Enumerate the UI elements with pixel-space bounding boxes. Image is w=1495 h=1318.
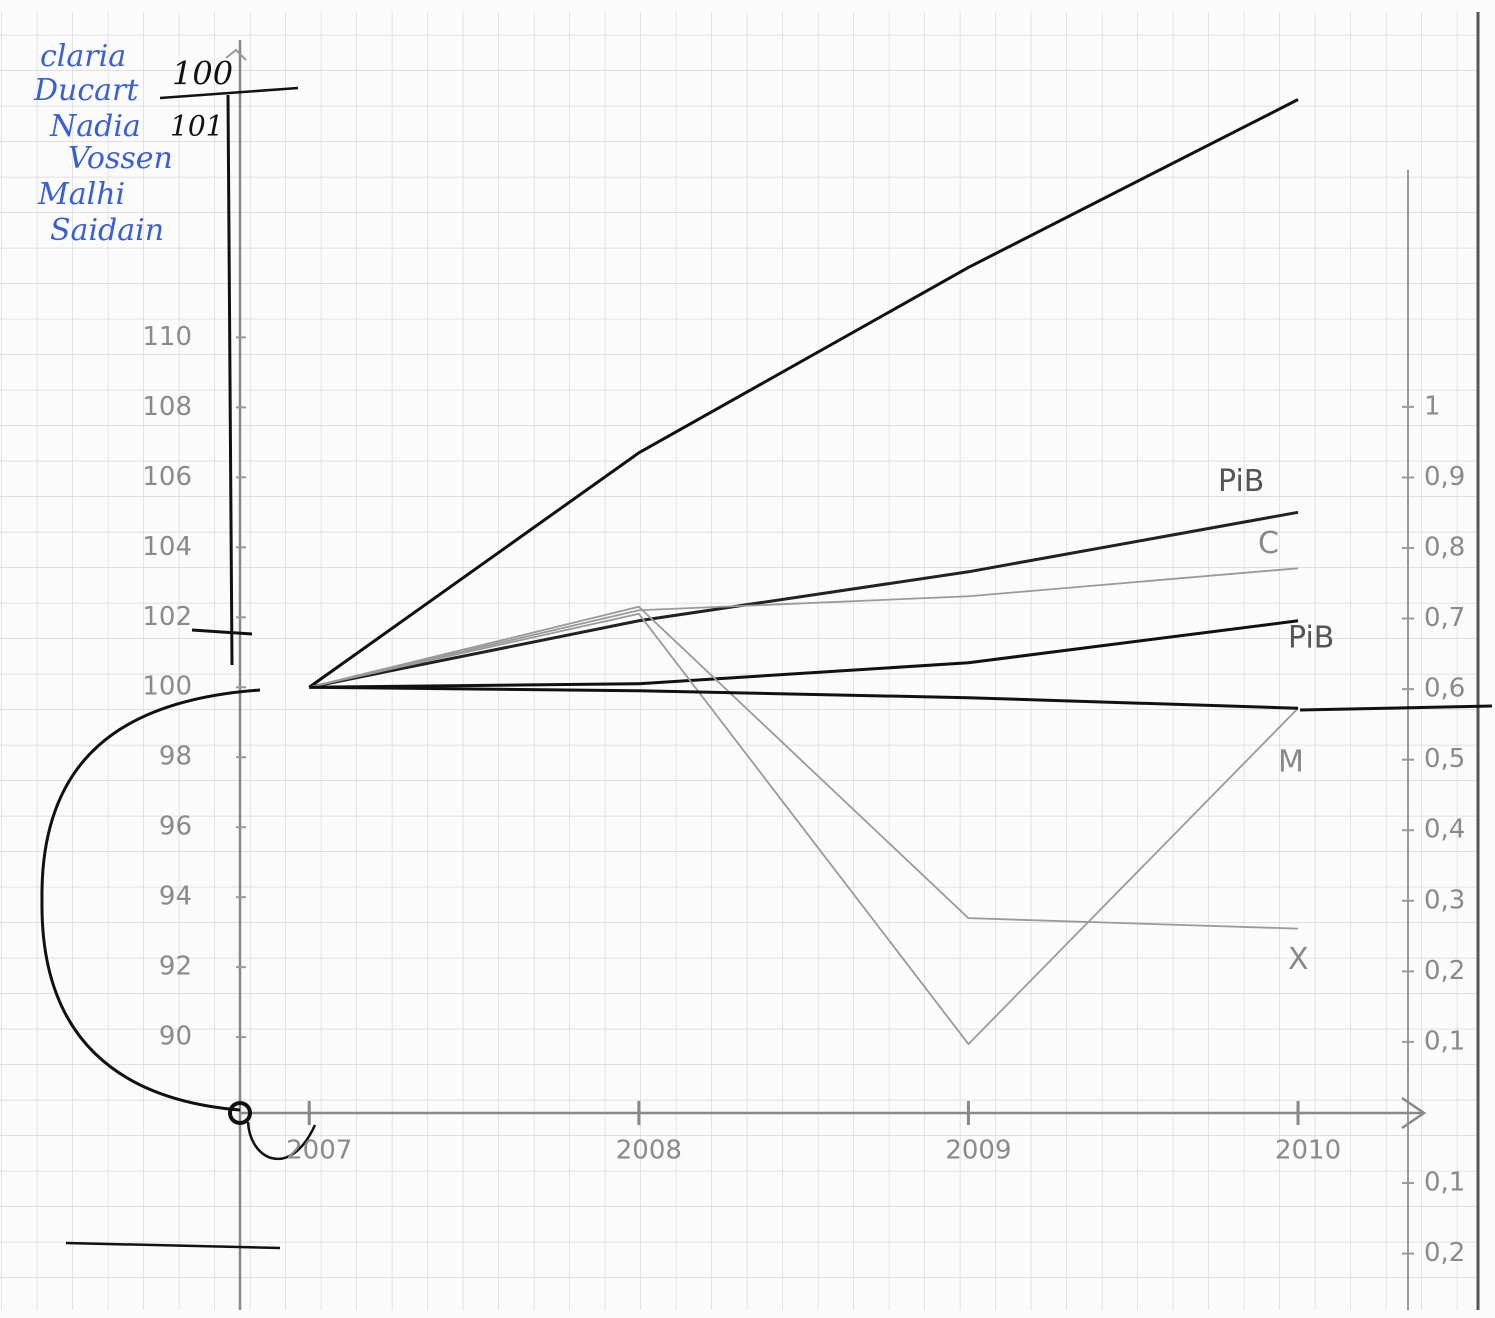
y-tick-label: 92 bbox=[159, 952, 192, 982]
x-tick-label: 2009 bbox=[945, 1136, 1011, 1166]
origin-mark bbox=[228, 1101, 252, 1125]
hand-stroke bbox=[65, 1241, 281, 1250]
series-line bbox=[309, 605, 1299, 930]
y-tick-label: 100 bbox=[142, 672, 192, 702]
y2-tick-label: 0,5 bbox=[1424, 744, 1465, 774]
graph-paper-grid bbox=[0, 12, 1478, 1310]
y2-tick-label: 0,2 bbox=[1424, 1238, 1465, 1268]
annotation: 100 bbox=[172, 55, 233, 93]
series-line bbox=[309, 567, 1299, 689]
y2-tick-label: 0,2 bbox=[1424, 956, 1465, 986]
series-line bbox=[308, 510, 1299, 689]
author: Saidain bbox=[50, 213, 164, 248]
y2-tick-label: 0,9 bbox=[1424, 462, 1465, 492]
series-line bbox=[309, 619, 1299, 689]
series-label: M bbox=[1278, 745, 1304, 780]
hand-stroke bbox=[191, 628, 253, 636]
hand-curve bbox=[40, 688, 261, 1112]
y-tick-label: 106 bbox=[142, 462, 192, 492]
y2-tick-label: 0,3 bbox=[1424, 885, 1465, 915]
series-label: PiB bbox=[1218, 464, 1264, 499]
hand-curve bbox=[246, 1121, 317, 1161]
x-axis-arrow bbox=[1401, 1096, 1427, 1130]
author: claria bbox=[40, 39, 126, 74]
y-tick-label: 110 bbox=[142, 322, 192, 352]
y-tick-label: 102 bbox=[142, 602, 192, 632]
y-tick-label: 96 bbox=[159, 812, 192, 842]
author: Malhi bbox=[37, 177, 125, 212]
y2-tick-label: 0,7 bbox=[1424, 603, 1465, 633]
series-line bbox=[309, 612, 1299, 1046]
author: Nadia bbox=[49, 109, 141, 144]
y2-tick-label: 0,1 bbox=[1424, 1026, 1465, 1056]
y2-tick-label: 1 bbox=[1424, 391, 1441, 421]
series-line bbox=[308, 98, 1299, 689]
y-tick-label: 104 bbox=[142, 532, 192, 562]
series-label: PiB bbox=[1288, 620, 1334, 655]
y2-tick-label: 0,6 bbox=[1424, 674, 1465, 704]
y-tick-label: 108 bbox=[142, 392, 192, 422]
y-tick-label: 94 bbox=[159, 882, 192, 912]
series-label: C bbox=[1258, 526, 1279, 561]
hand-stroke bbox=[159, 86, 299, 100]
hand-stroke bbox=[1299, 704, 1493, 712]
x-tick-label: 2010 bbox=[1275, 1136, 1341, 1166]
x-tick-label: 2008 bbox=[616, 1136, 682, 1166]
annotation: 101 bbox=[170, 110, 223, 143]
y-tick-label: 90 bbox=[159, 1022, 192, 1052]
y2-tick-label: 0,4 bbox=[1424, 815, 1465, 845]
hand-axis-stroke bbox=[226, 94, 234, 666]
y-tick-label: 98 bbox=[159, 742, 192, 772]
author: Vossen bbox=[68, 141, 173, 176]
x-tick-label: 2007 bbox=[286, 1136, 352, 1166]
y2-tick-label: 0,8 bbox=[1424, 533, 1465, 563]
y2-tick-label: 0,1 bbox=[1424, 1168, 1465, 1198]
series-line bbox=[309, 685, 1299, 710]
y-axis-arrow bbox=[225, 48, 247, 61]
series-label: X bbox=[1288, 942, 1309, 977]
author: Ducart bbox=[33, 73, 139, 108]
